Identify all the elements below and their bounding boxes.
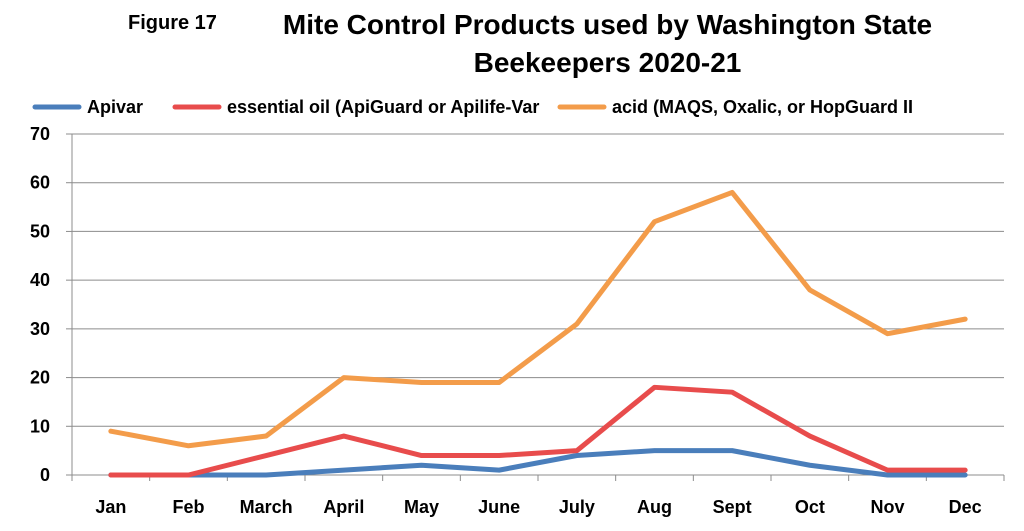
legend: Apivar essential oil (ApiGuard or Apilife… <box>32 97 913 117</box>
y-tick-label-20: 20 <box>30 368 50 388</box>
x-axis-ticks: Jan Feb March April May June July Aug Sept Oct Nov… <box>95 497 981 517</box>
chart-title: Mite Control Products used by Washington… <box>235 6 980 82</box>
gridlines <box>72 133 1004 427</box>
series-line-1 <box>108 448 968 478</box>
y-tick-label-30: 30 <box>30 319 50 339</box>
x-tick-label-oct: Oct <box>795 497 825 517</box>
chart-title-line-2: Beekeepers 2020-21 <box>473 47 742 78</box>
series-line-3 <box>108 189 968 449</box>
y-tick-label-50: 50 <box>30 221 50 241</box>
figure-label: Figure 17 <box>128 12 217 34</box>
x-tick-label-april: April <box>323 497 364 517</box>
series-line-2 <box>108 384 968 478</box>
x-tick-label-jan: Jan <box>95 497 126 517</box>
y-tick-label-0: 0 <box>40 465 50 485</box>
x-tick-label-dec: Dec <box>949 497 982 517</box>
x-tick-label-may: May <box>404 497 439 517</box>
axes <box>66 133 1005 481</box>
y-tick-label-40: 40 <box>30 270 50 290</box>
x-tick-label-feb: Feb <box>172 497 204 517</box>
x-tick-label-nov: Nov <box>870 497 904 517</box>
x-tick-label-sept: Sept <box>713 497 752 517</box>
legend-label-3: acid (MAQS, Oxalic, or HopGuard II <box>612 97 913 117</box>
series-lines <box>108 189 968 478</box>
y-tick-label-10: 10 <box>30 416 50 436</box>
x-tick-label-june: June <box>478 497 520 517</box>
x-tick-label-aug: Aug <box>637 497 672 517</box>
x-tick-label-march: March <box>240 497 293 517</box>
legend-label-1: Apivar <box>87 97 143 117</box>
y-axis-ticks: 0 10 20 30 40 50 60 70 <box>30 124 50 485</box>
chart-title-line-1: Mite Control Products used by Washington… <box>282 9 933 40</box>
x-tick-label-july: July <box>559 497 595 517</box>
y-tick-label-70: 70 <box>30 124 50 144</box>
legend-label-2: essential oil (ApiGuard or Apilife-Var <box>227 97 539 117</box>
y-tick-label-60: 60 <box>30 173 50 193</box>
